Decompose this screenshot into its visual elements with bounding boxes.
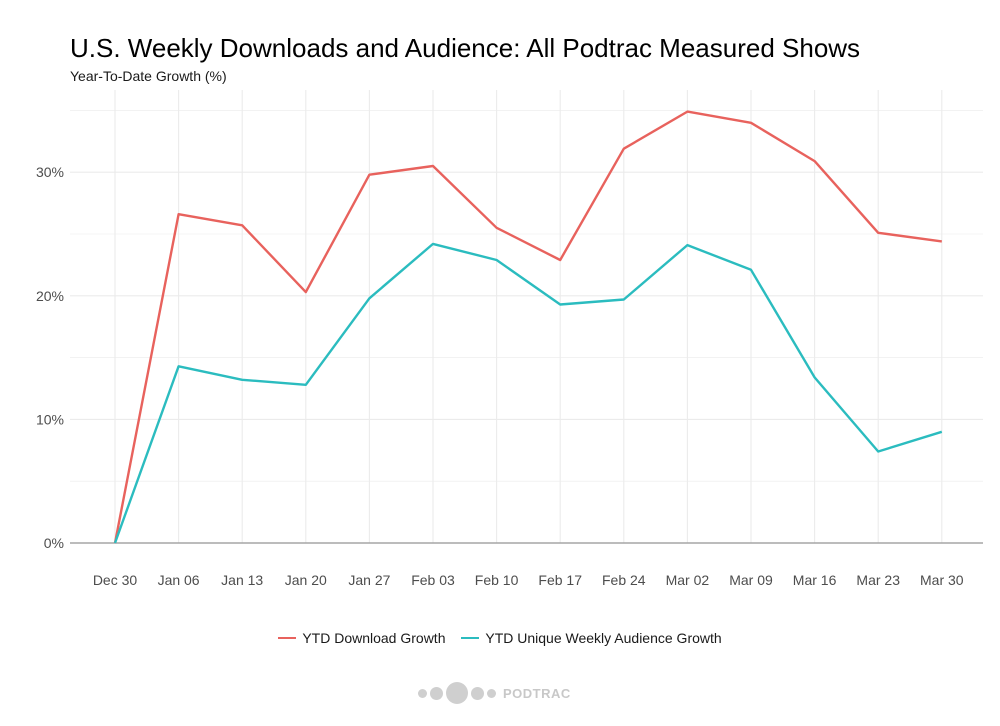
x-tick-label: Jan 20 <box>285 572 327 588</box>
x-tick-label: Jan 27 <box>348 572 390 588</box>
legend-label-audience: YTD Unique Weekly Audience Growth <box>485 630 722 646</box>
y-tick-label: 20% <box>36 288 64 304</box>
logo-text: PODTRAC <box>503 685 571 701</box>
legend-label-download: YTD Download Growth <box>302 630 446 646</box>
y-tick-label: 10% <box>36 411 64 427</box>
grid-lines <box>70 90 983 544</box>
x-tick-label: Mar 09 <box>729 572 773 588</box>
x-tick-label: Mar 30 <box>920 572 964 588</box>
legend: YTD Download Growth YTD Unique Weekly Au… <box>0 626 1000 646</box>
series-lines <box>113 110 943 544</box>
y-tick-label: 0% <box>44 535 64 551</box>
series-line-audience <box>113 242 943 544</box>
x-tick-label: Feb 24 <box>602 572 646 588</box>
y-tick-label: 30% <box>36 164 64 180</box>
line-chart: 0% 10% 20% 30% Dec 30 Jan 06 Jan 13 Jan 20 Jan 2… <box>36 90 983 588</box>
legend-swatch-audience <box>461 637 480 639</box>
logo-dot-icon <box>446 682 468 704</box>
x-tick-label: Jan 13 <box>221 572 263 588</box>
x-tick-label: Mar 16 <box>793 572 837 588</box>
logo-dot-icon <box>487 688 496 698</box>
logo-dot-icon <box>418 688 427 698</box>
tick-labels: 0% 10% 20% 30% Dec 30 Jan 06 Jan 13 Jan 20 Jan 2… <box>36 164 964 588</box>
chart-subtitle: Year-To-Date Growth (%) <box>70 68 227 84</box>
x-tick-label: Mar 02 <box>666 572 710 588</box>
x-tick-label: Mar 23 <box>856 572 900 588</box>
legend-swatch-download <box>278 637 297 639</box>
chart-title: U.S. Weekly Downloads and Audience: All … <box>70 33 861 63</box>
x-tick-label: Dec 30 <box>93 572 138 588</box>
legend-item-download: YTD Download Growth <box>278 630 445 646</box>
logo-dot-icon <box>471 686 484 700</box>
x-tick-label: Feb 10 <box>475 572 519 588</box>
x-tick-label: Feb 03 <box>411 572 455 588</box>
podtrac-logo: PODTRAC <box>418 682 571 704</box>
x-tick-label: Feb 17 <box>538 572 582 588</box>
series-line-download <box>113 110 942 544</box>
x-tick-label: Jan 06 <box>158 572 200 588</box>
legend-item-audience: YTD Unique Weekly Audience Growth <box>461 630 722 646</box>
logo-dot-icon <box>430 686 443 700</box>
